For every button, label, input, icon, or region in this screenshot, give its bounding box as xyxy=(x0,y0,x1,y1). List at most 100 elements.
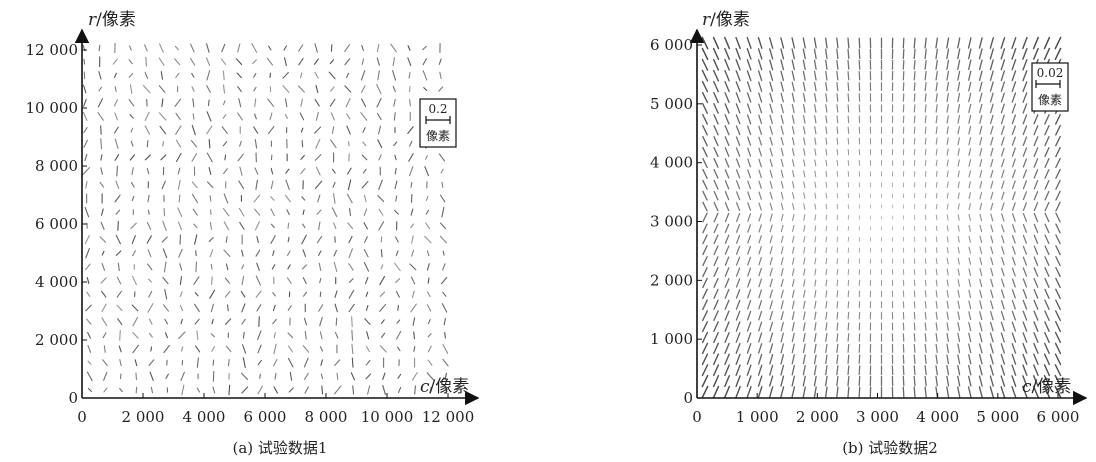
residual-vector xyxy=(346,72,350,78)
residual-vector xyxy=(990,114,994,124)
residual-vector xyxy=(957,37,961,49)
residual-vector xyxy=(946,181,949,188)
residual-vector xyxy=(179,276,183,286)
residual-vector xyxy=(757,353,763,365)
residual-vector xyxy=(100,154,103,161)
residual-vector xyxy=(724,342,730,354)
residual-vector xyxy=(967,48,972,60)
residual-vector xyxy=(957,148,960,156)
residual-vector xyxy=(180,371,185,381)
residual-vector xyxy=(85,248,90,259)
residual-vector xyxy=(746,92,752,103)
residual-vector xyxy=(191,181,198,189)
residual-vector xyxy=(251,43,258,53)
residual-vector xyxy=(442,358,449,367)
residual-vector xyxy=(957,257,960,265)
scale-legend-a-value: 0.2 xyxy=(428,102,447,116)
residual-vector xyxy=(858,37,861,49)
residual-vector xyxy=(758,246,762,255)
residual-vector xyxy=(1054,385,1062,399)
residual-vector xyxy=(825,268,828,276)
residual-vector xyxy=(736,213,741,222)
residual-vector xyxy=(957,300,961,309)
residual-vector xyxy=(1022,81,1028,93)
residual-vector xyxy=(395,250,399,256)
residual-vector xyxy=(791,126,795,135)
residual-vector xyxy=(413,346,416,352)
residual-vector xyxy=(814,279,817,287)
residual-vector xyxy=(968,92,972,103)
residual-vector xyxy=(206,181,214,189)
residual-vector xyxy=(1022,92,1028,103)
residual-vector xyxy=(724,70,730,82)
residual-vector xyxy=(300,127,304,133)
residual-vector xyxy=(989,103,994,114)
residual-vector xyxy=(746,48,752,60)
residual-vector xyxy=(163,344,170,354)
residual-vector xyxy=(115,250,122,256)
residual-vector xyxy=(376,97,382,108)
residual-vector xyxy=(836,322,839,331)
residual-vector xyxy=(735,147,741,157)
residual-vector xyxy=(836,301,839,309)
residual-vector xyxy=(83,139,88,148)
residual-vector xyxy=(333,193,336,204)
residual-vector xyxy=(701,321,709,333)
residual-vector xyxy=(701,331,709,344)
residual-vector xyxy=(1022,299,1028,310)
residual-vector xyxy=(379,303,387,312)
residual-vector xyxy=(735,81,741,93)
residual-vector xyxy=(222,70,225,81)
residual-vector xyxy=(1022,103,1028,114)
residual-vector xyxy=(241,318,246,325)
residual-vector xyxy=(378,154,382,161)
residual-vector xyxy=(1022,36,1028,50)
residual-vector xyxy=(824,37,828,49)
residual-vector xyxy=(333,222,337,230)
residual-vector xyxy=(957,126,961,135)
residual-vector xyxy=(946,300,949,309)
residual-vector xyxy=(365,373,372,380)
x-tick-label: 6 000 xyxy=(1037,408,1080,426)
residual-vector xyxy=(847,93,850,102)
residual-vector xyxy=(836,236,839,243)
residual-vector xyxy=(946,279,949,287)
residual-vector xyxy=(288,345,293,353)
residual-vector xyxy=(913,311,916,320)
residual-vector xyxy=(159,43,164,53)
residual-vector xyxy=(780,48,785,60)
residual-vector xyxy=(150,386,153,394)
residual-vector xyxy=(1033,47,1039,60)
residual-vector xyxy=(924,268,927,276)
residual-vector xyxy=(814,170,817,178)
residual-vector xyxy=(968,289,972,298)
residual-vector xyxy=(1022,59,1028,71)
residual-vector xyxy=(825,290,828,298)
residual-vector xyxy=(757,375,763,387)
residual-vector xyxy=(363,262,370,272)
residual-vector xyxy=(147,303,154,313)
residual-vector xyxy=(87,344,92,353)
residual-vector xyxy=(318,262,322,271)
residual-vector xyxy=(780,343,784,354)
residual-vector xyxy=(701,353,709,366)
residual-vector xyxy=(847,59,850,70)
residual-vector xyxy=(780,103,784,114)
residual-vector xyxy=(935,170,938,178)
residual-vector xyxy=(979,289,983,299)
residual-vector xyxy=(1022,136,1028,146)
residual-vector xyxy=(780,59,785,71)
residual-vector xyxy=(272,318,277,325)
residual-vector xyxy=(780,191,784,200)
residual-vector xyxy=(1054,374,1062,388)
residual-vector xyxy=(713,288,719,299)
residual-vector xyxy=(990,147,994,157)
residual-vector xyxy=(425,209,429,215)
residual-vector xyxy=(379,345,387,353)
residual-vector xyxy=(713,168,719,179)
residual-vector xyxy=(241,264,245,270)
residual-vector xyxy=(701,36,709,50)
residual-vector xyxy=(272,291,276,297)
residual-vector xyxy=(791,279,795,287)
residual-vector xyxy=(769,48,774,60)
